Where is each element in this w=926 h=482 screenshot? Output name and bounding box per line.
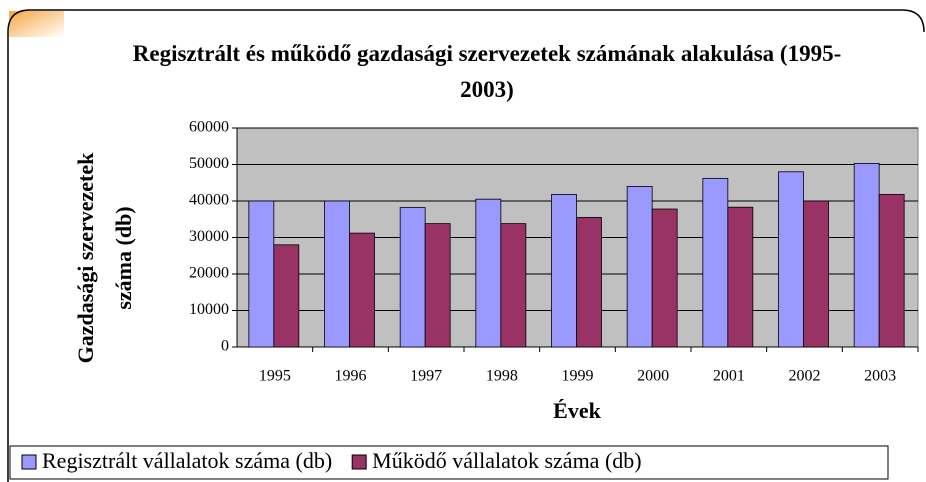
y-tick-label: 20000: [189, 265, 229, 282]
legend-swatch: [21, 454, 37, 470]
bar: [778, 171, 804, 348]
bar: [702, 177, 729, 348]
legend-swatch: [351, 454, 367, 470]
frame: [7, 9, 925, 482]
x-axis-label: Évek: [553, 398, 601, 423]
bar: [551, 194, 577, 348]
x-tick-label: 1997: [410, 368, 442, 385]
chart-title: Regisztrált és működő gazdasági szerveze…: [132, 41, 842, 102]
bar: [853, 163, 880, 348]
bar: [248, 200, 275, 348]
bar: [576, 217, 602, 348]
legend-box: [9, 445, 889, 480]
bar: [500, 223, 527, 348]
bar: [803, 200, 829, 348]
bar: [324, 200, 350, 348]
x-tick-label: 1995: [259, 368, 291, 385]
y-axis-label: Gazdasági szervezetek száma (db): [73, 152, 136, 364]
x-tick-label: 2000: [637, 368, 669, 385]
bar: [424, 223, 451, 348]
bar: [727, 206, 754, 348]
y-tick-label: 10000: [189, 301, 229, 318]
bar: [475, 198, 502, 348]
bar: [273, 244, 300, 348]
y-tick-label: 50000: [189, 155, 229, 172]
bar: [399, 207, 426, 348]
x-tick-label: 1996: [335, 368, 367, 385]
y-tick-label: 0: [221, 338, 229, 355]
bar: [651, 208, 678, 348]
y-tick-label: 60000: [189, 119, 229, 136]
legend-label: Működő vállalatok száma (db): [372, 448, 641, 473]
x-tick-label: 2001: [713, 368, 745, 385]
bar: [878, 194, 905, 348]
x-tick-label: 2002: [789, 368, 821, 385]
legend-label: Regisztrált vállalatok száma (db): [42, 448, 332, 473]
x-tick-label: 2003: [864, 368, 896, 385]
corner-decoration: [9, 11, 64, 37]
x-tick-label: 1999: [562, 368, 594, 385]
x-tick-label: 1998: [486, 368, 518, 385]
y-tick-label: 40000: [189, 192, 229, 209]
bar: [349, 232, 375, 348]
y-tick-label: 30000: [189, 228, 229, 245]
bar: [626, 185, 653, 348]
